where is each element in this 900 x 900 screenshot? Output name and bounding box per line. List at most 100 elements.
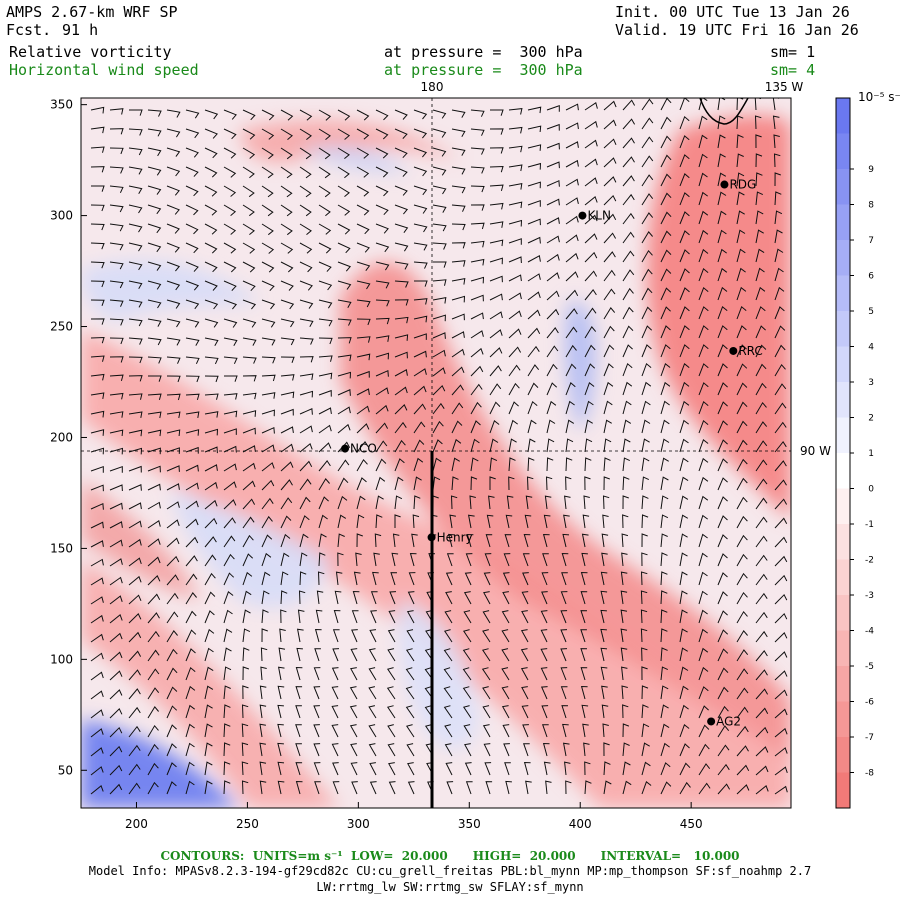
wind-barb	[261, 166, 274, 179]
wind-barb	[261, 204, 274, 217]
wind-barb	[640, 590, 648, 605]
wind-barb	[501, 629, 510, 643]
wind-barb	[541, 705, 549, 719]
wind-barb	[622, 514, 629, 529]
wind-barb	[128, 502, 142, 510]
wind-barb	[277, 780, 285, 795]
wind-barb	[204, 647, 214, 662]
wind-barb	[261, 426, 275, 434]
wind-barb	[736, 401, 748, 415]
wind-barb	[128, 725, 141, 738]
wind-barb	[166, 429, 181, 437]
wind-barb	[463, 705, 472, 719]
wind-barb	[318, 533, 327, 548]
wind-barb	[185, 648, 196, 662]
wind-barb	[356, 514, 365, 529]
wind-barb	[394, 166, 408, 177]
wind-barb	[504, 534, 512, 548]
wind-barb	[581, 704, 589, 719]
init-time: Init. 00 UTC Tue 13 Jan 26	[615, 3, 850, 21]
meridian-label-90w: 90 W	[800, 444, 831, 458]
wind-barb	[736, 229, 746, 244]
wind-barb	[299, 185, 312, 198]
wind-barb	[565, 326, 578, 339]
wind-barb	[128, 318, 143, 327]
wind-barb	[736, 210, 745, 225]
wind-barb	[109, 783, 123, 795]
wind-barb	[563, 514, 570, 529]
wind-barb	[489, 365, 502, 377]
wind-barb	[508, 401, 519, 415]
wind-barb	[128, 782, 141, 795]
wind-barb	[562, 742, 570, 757]
wind-barb	[432, 147, 447, 157]
wind-barb	[470, 330, 484, 339]
wind-barb	[584, 419, 593, 434]
wind-barb	[527, 291, 541, 301]
wind-barb	[204, 128, 218, 139]
wind-barb	[755, 401, 767, 415]
wind-barb	[546, 363, 558, 377]
wind-barb	[540, 629, 548, 643]
wind-barb	[641, 249, 653, 263]
wind-barb	[413, 109, 428, 120]
wind-barb	[318, 372, 333, 380]
wind-barb	[603, 457, 611, 472]
wind-barb	[603, 419, 612, 434]
wind-barb	[451, 313, 465, 321]
wind-barb	[470, 147, 485, 155]
wind-barb	[204, 628, 215, 643]
wind-barb	[565, 234, 579, 244]
wind-barb	[502, 591, 510, 605]
wind-barb	[546, 290, 560, 301]
wind-barb	[443, 648, 453, 662]
wind-barb	[350, 648, 358, 662]
wind-barb	[90, 784, 104, 795]
wind-barb	[717, 153, 726, 168]
wind-barb	[660, 609, 668, 624]
wind-barb	[223, 261, 237, 273]
wind-barb	[109, 356, 124, 363]
wind-barb	[337, 389, 351, 396]
wind-barb	[147, 242, 162, 253]
wind-barb	[109, 558, 123, 567]
wind-barb	[506, 495, 514, 510]
wind-barb	[90, 261, 105, 269]
wind-barb	[350, 667, 358, 681]
wind-barb	[489, 419, 500, 434]
wind-barb	[717, 210, 727, 225]
wind-barb	[318, 478, 330, 491]
wind-barb	[560, 629, 568, 643]
field-level-wind: at pressure = 300 hPa	[384, 61, 583, 79]
wind-barb	[318, 496, 329, 510]
y-tick-label: 250	[50, 320, 73, 334]
wind-barb	[450, 495, 458, 510]
wind-barb	[128, 242, 143, 252]
wind-barb	[489, 128, 504, 135]
wind-barb	[185, 204, 199, 216]
wind-barb	[241, 704, 249, 719]
wind-barb	[90, 484, 104, 492]
wind-barb	[128, 299, 143, 308]
wind-barb	[755, 286, 766, 301]
wind-barb	[337, 441, 351, 453]
wind-barb	[278, 647, 286, 662]
wind-barb	[299, 373, 314, 380]
wind-barb	[508, 476, 515, 491]
wind-barb	[368, 743, 377, 757]
wind-barb	[315, 609, 323, 624]
wind-barb	[223, 572, 235, 586]
wind-barb	[698, 686, 709, 700]
wind-barb	[313, 667, 321, 681]
wind-barb	[580, 667, 588, 681]
wind-barb	[318, 223, 332, 235]
wind-barb	[166, 242, 180, 253]
wind-barb	[356, 353, 371, 361]
wind-barb	[242, 685, 249, 700]
colorbar-swatch	[836, 524, 850, 560]
wind-barb	[299, 223, 312, 235]
wind-barb	[405, 686, 415, 700]
wind-barb	[521, 591, 529, 605]
wind-barb	[261, 147, 274, 160]
wind-barb	[679, 781, 691, 795]
